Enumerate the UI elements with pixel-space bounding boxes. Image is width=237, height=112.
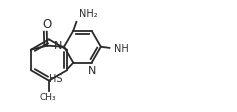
Text: CH₃: CH₃ — [40, 92, 56, 101]
Text: O: O — [42, 18, 51, 31]
Text: N: N — [53, 41, 62, 51]
Text: NH₂: NH₂ — [79, 9, 98, 19]
Text: N: N — [87, 66, 96, 76]
Text: NH: NH — [114, 43, 129, 53]
Text: HS: HS — [49, 74, 62, 83]
